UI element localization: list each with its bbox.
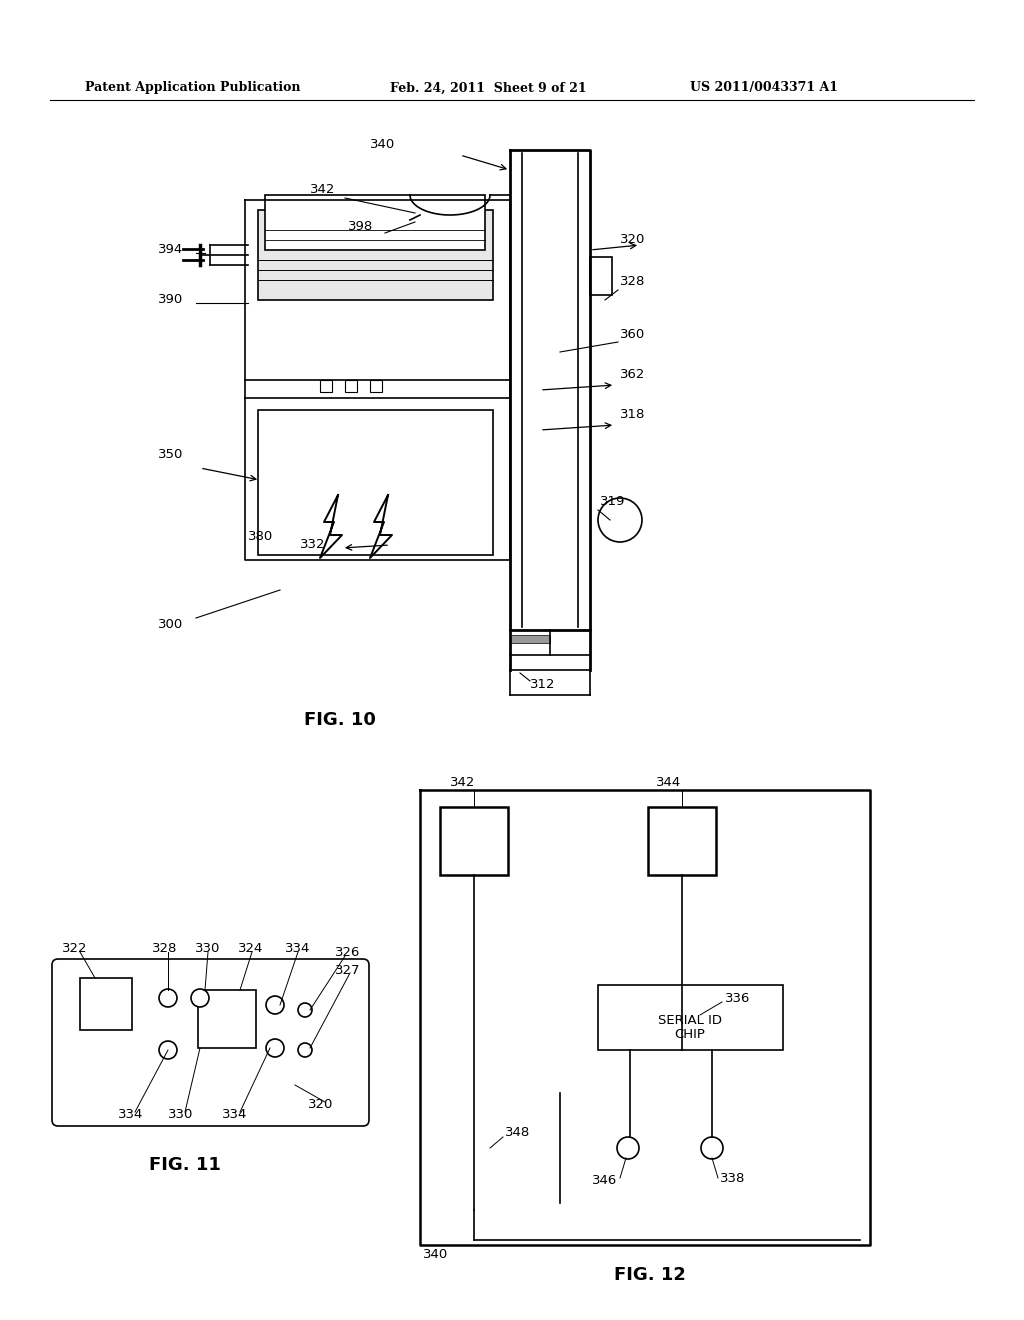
Circle shape	[598, 498, 642, 543]
Text: 336: 336	[725, 991, 751, 1005]
Text: 319: 319	[600, 495, 626, 508]
Text: 326: 326	[335, 945, 360, 958]
Text: 350: 350	[158, 447, 183, 461]
Circle shape	[701, 1137, 723, 1159]
Text: 342: 342	[450, 776, 475, 788]
FancyBboxPatch shape	[258, 210, 493, 300]
FancyBboxPatch shape	[590, 257, 612, 294]
Text: Patent Application Publication: Patent Application Publication	[85, 82, 300, 95]
Text: 332: 332	[300, 539, 326, 550]
Text: 380: 380	[248, 531, 273, 543]
Text: 340: 340	[370, 139, 395, 150]
FancyBboxPatch shape	[52, 960, 369, 1126]
Circle shape	[266, 997, 284, 1014]
FancyBboxPatch shape	[198, 990, 256, 1048]
Text: 330: 330	[195, 941, 220, 954]
Circle shape	[298, 1043, 312, 1057]
Circle shape	[266, 1039, 284, 1057]
Text: CHIP: CHIP	[675, 1028, 706, 1041]
Text: 318: 318	[620, 408, 645, 421]
Text: 346: 346	[592, 1173, 617, 1187]
FancyBboxPatch shape	[319, 380, 332, 392]
Text: 398: 398	[348, 220, 374, 234]
Text: FIG. 11: FIG. 11	[150, 1156, 221, 1173]
Text: 394: 394	[158, 243, 183, 256]
FancyBboxPatch shape	[345, 380, 357, 392]
Text: 330: 330	[168, 1109, 194, 1122]
Circle shape	[159, 989, 177, 1007]
Text: 312: 312	[530, 678, 555, 690]
Text: SERIAL ID: SERIAL ID	[658, 1014, 722, 1027]
Text: 360: 360	[620, 327, 645, 341]
Text: 342: 342	[310, 183, 336, 195]
Text: 322: 322	[62, 941, 87, 954]
Text: US 2011/0043371 A1: US 2011/0043371 A1	[690, 82, 838, 95]
Text: 334: 334	[118, 1109, 143, 1122]
Text: 340: 340	[423, 1249, 449, 1262]
Circle shape	[298, 1003, 312, 1016]
Text: 328: 328	[152, 941, 177, 954]
FancyBboxPatch shape	[440, 807, 508, 875]
Text: 390: 390	[158, 293, 183, 306]
Text: 328: 328	[620, 275, 645, 288]
Text: 362: 362	[620, 368, 645, 381]
FancyBboxPatch shape	[258, 411, 493, 554]
Text: 344: 344	[656, 776, 681, 788]
Text: Feb. 24, 2011  Sheet 9 of 21: Feb. 24, 2011 Sheet 9 of 21	[390, 82, 587, 95]
Text: FIG. 12: FIG. 12	[614, 1266, 686, 1284]
FancyBboxPatch shape	[510, 635, 550, 643]
Text: 324: 324	[238, 941, 263, 954]
FancyBboxPatch shape	[598, 985, 783, 1049]
Text: 338: 338	[720, 1172, 745, 1184]
Text: 320: 320	[620, 234, 645, 246]
FancyBboxPatch shape	[648, 807, 716, 875]
FancyBboxPatch shape	[265, 195, 485, 249]
Text: 320: 320	[308, 1098, 334, 1111]
Text: 334: 334	[285, 941, 310, 954]
FancyBboxPatch shape	[80, 978, 132, 1030]
Polygon shape	[370, 495, 392, 558]
Text: 300: 300	[158, 618, 183, 631]
Circle shape	[159, 1041, 177, 1059]
Polygon shape	[319, 495, 342, 558]
Text: FIG. 10: FIG. 10	[304, 711, 376, 729]
Text: 327: 327	[335, 964, 360, 977]
FancyBboxPatch shape	[370, 380, 382, 392]
Text: 348: 348	[505, 1126, 530, 1139]
Circle shape	[617, 1137, 639, 1159]
Circle shape	[191, 989, 209, 1007]
Text: 334: 334	[222, 1109, 248, 1122]
